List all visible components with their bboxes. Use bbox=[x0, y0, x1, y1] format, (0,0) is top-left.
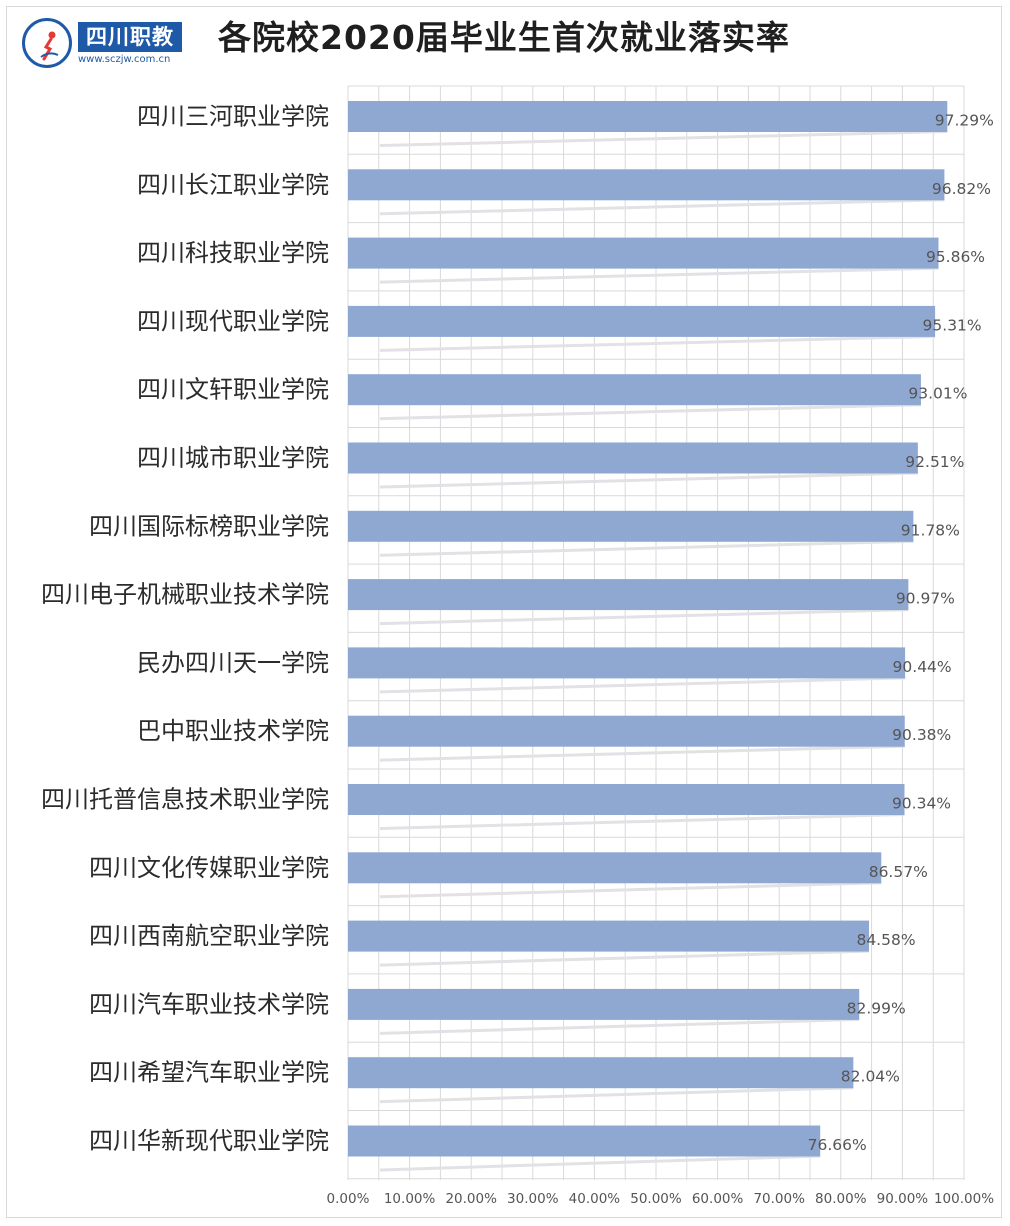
category-label: 四川科技职业学院 bbox=[137, 239, 329, 267]
bar-shadow bbox=[380, 266, 939, 284]
bar bbox=[348, 647, 906, 679]
bar bbox=[348, 1057, 854, 1089]
data-label: 90.34% bbox=[892, 795, 951, 813]
bar bbox=[348, 169, 945, 201]
x-tick-label: 10.00% bbox=[384, 1191, 436, 1207]
bar-shadow bbox=[380, 813, 905, 830]
bar-shadow bbox=[380, 539, 914, 557]
bar bbox=[348, 101, 948, 132]
bar-shadow bbox=[380, 744, 905, 762]
category-label: 四川电子机械职业技术学院 bbox=[41, 581, 329, 609]
bar-shadow bbox=[380, 198, 945, 216]
runner-figure-icon bbox=[40, 31, 59, 61]
category-label: 四川三河职业学院 bbox=[137, 103, 329, 131]
data-label: 90.44% bbox=[893, 658, 952, 676]
category-label: 四川长江职业学院 bbox=[137, 171, 329, 199]
x-tick-label: 20.00% bbox=[445, 1191, 497, 1207]
category-label: 四川城市职业学院 bbox=[137, 444, 329, 472]
bar bbox=[348, 237, 939, 269]
bar-shadows bbox=[380, 130, 948, 1172]
data-label: 95.86% bbox=[926, 248, 985, 266]
bar-shadow bbox=[380, 1017, 860, 1035]
bar-shadow bbox=[380, 130, 948, 147]
x-tick-label: 0.00% bbox=[327, 1191, 370, 1207]
chart-title: 各院校2020届毕业生首次就业落实率 bbox=[218, 18, 790, 57]
bar bbox=[348, 715, 905, 747]
x-tick-label: 100.00% bbox=[934, 1191, 994, 1207]
bar bbox=[348, 374, 921, 406]
category-label: 四川文化传媒职业学院 bbox=[89, 854, 329, 882]
x-tick-label: 80.00% bbox=[815, 1191, 867, 1207]
logo-name: 四川职教网 bbox=[78, 22, 182, 79]
bar-shadow bbox=[380, 608, 909, 626]
category-label: 四川华新现代职业学院 bbox=[89, 1127, 329, 1155]
chart-frame bbox=[6, 6, 1002, 1218]
bar bbox=[348, 442, 918, 474]
logo-emblem-icon bbox=[22, 18, 72, 68]
category-label: 四川托普信息技术职业学院 bbox=[41, 786, 329, 814]
x-tick-label: 70.00% bbox=[753, 1191, 805, 1207]
bar-shadow bbox=[380, 471, 918, 489]
bar-shadow bbox=[380, 676, 906, 694]
data-label: 96.82% bbox=[932, 180, 991, 198]
category-label: 四川国际标榜职业学院 bbox=[89, 512, 329, 540]
x-tick-label: 60.00% bbox=[692, 1191, 744, 1207]
x-tick-label: 50.00% bbox=[630, 1191, 682, 1207]
bar-shadow bbox=[380, 881, 882, 899]
bar-shadow bbox=[380, 1086, 854, 1104]
logo-url: www.sczjw.com.cn bbox=[78, 54, 171, 65]
bars bbox=[348, 101, 948, 1157]
data-label: 84.58% bbox=[856, 931, 915, 949]
data-label: 93.01% bbox=[908, 385, 967, 403]
bar bbox=[348, 920, 870, 952]
category-label: 民办四川天一学院 bbox=[137, 649, 329, 677]
value-labels: 97.29% 96.82% 95.86% 95.31% 93.01% 92.51% 91.7… bbox=[808, 112, 994, 1155]
data-label: 86.57% bbox=[869, 863, 928, 881]
bar bbox=[348, 579, 909, 611]
data-label: 90.97% bbox=[896, 590, 955, 608]
data-label: 82.04% bbox=[841, 1068, 900, 1086]
bar-shadow bbox=[380, 334, 936, 352]
bar-shadow bbox=[380, 403, 921, 421]
x-tick-label: 40.00% bbox=[569, 1191, 621, 1207]
category-label: 四川西南航空职业学院 bbox=[89, 922, 329, 950]
category-label: 四川汽车职业技术学院 bbox=[89, 990, 329, 1018]
category-labels: 四川三河职业学院四川长江职业学院四川科技职业学院四川现代职业学院四川文轩职业学院… bbox=[41, 103, 329, 1156]
bar bbox=[348, 510, 914, 542]
category-label: 四川现代职业学院 bbox=[137, 307, 329, 335]
site-logo: 四川职教网 www.sczjw.com.cn bbox=[22, 16, 182, 79]
bar bbox=[348, 305, 936, 337]
category-label: 四川文轩职业学院 bbox=[137, 376, 329, 404]
x-axis-ticks: 0.00% 10.00% 20.00% 30.00% 40.00% 50.00% 60.00… bbox=[327, 1191, 995, 1207]
bar bbox=[348, 1125, 821, 1157]
category-label: 巴中职业技术学院 bbox=[137, 717, 329, 745]
bar bbox=[348, 852, 882, 884]
data-label: 95.31% bbox=[923, 316, 982, 334]
data-label: 82.99% bbox=[847, 999, 906, 1017]
x-tick-label: 30.00% bbox=[507, 1191, 559, 1207]
x-tick-label: 90.00% bbox=[877, 1191, 929, 1207]
data-label: 97.29% bbox=[935, 112, 994, 130]
data-label: 91.78% bbox=[901, 521, 960, 539]
bar bbox=[348, 784, 905, 815]
data-label: 90.38% bbox=[892, 726, 951, 744]
data-label: 76.66% bbox=[808, 1136, 867, 1154]
data-label: 92.51% bbox=[905, 453, 964, 471]
bar-shadow bbox=[380, 1154, 821, 1172]
bar bbox=[348, 988, 860, 1020]
category-label: 四川希望汽车职业学院 bbox=[89, 1059, 329, 1087]
bar-shadow bbox=[380, 949, 870, 967]
